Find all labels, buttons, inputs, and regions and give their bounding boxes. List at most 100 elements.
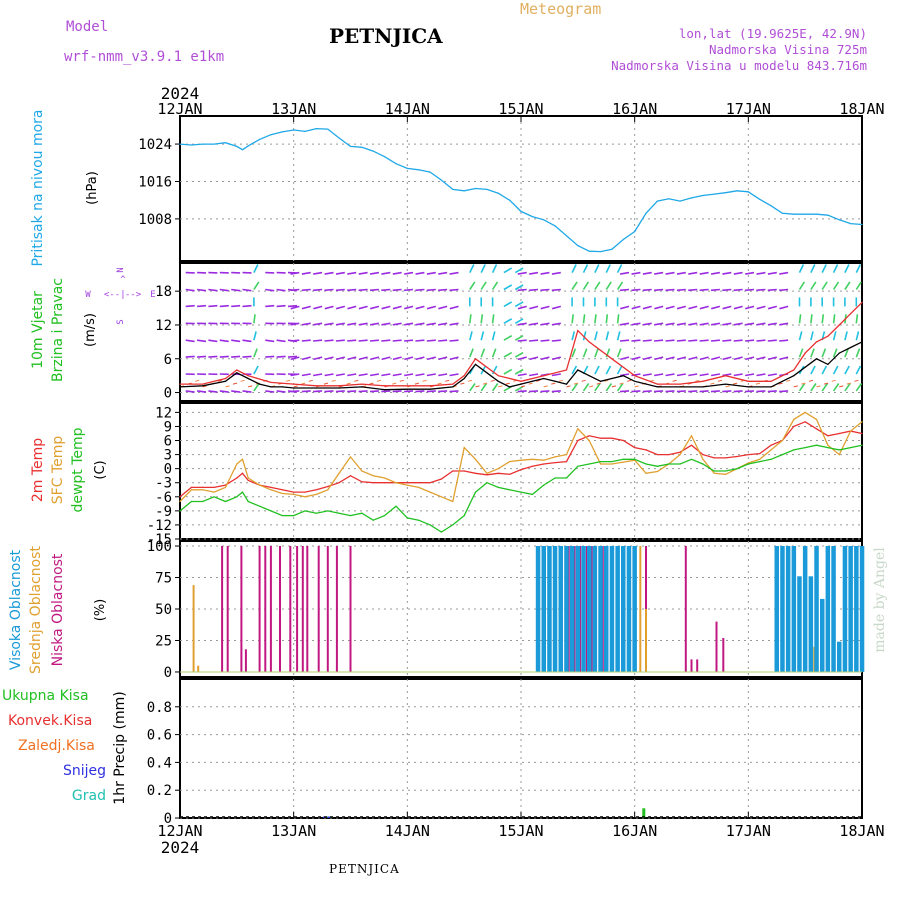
wind-barb xyxy=(620,305,630,310)
temp-sfc-temp-line xyxy=(179,411,863,503)
cloud-bar-visoka xyxy=(837,641,842,672)
temperature-panel-ytick-label: -12 xyxy=(147,518,172,534)
wind-barb xyxy=(313,356,323,361)
cloud-bar-niska xyxy=(335,546,338,672)
wind-barb xyxy=(620,356,630,361)
wind-barb xyxy=(642,390,652,393)
wind-barb xyxy=(756,271,766,275)
bottom-x-tick-label: 12JAN xyxy=(157,822,202,840)
pressure-line-point xyxy=(838,219,840,221)
precip-legend-item: Grad xyxy=(72,788,106,804)
temp-sfc-temp-line-point xyxy=(202,489,204,491)
temp-sfc-temp-line-point xyxy=(190,489,192,491)
wind-barb xyxy=(710,271,721,275)
pressure-line-point xyxy=(600,251,602,253)
model-altitude-info: Nadmorska Visina u modelu 843.716m xyxy=(611,58,867,73)
wind-barb xyxy=(529,288,539,292)
wind-barb xyxy=(491,314,495,324)
wind-barb xyxy=(426,356,437,361)
wind-barb xyxy=(404,271,414,275)
wind-calm-barb xyxy=(308,379,313,382)
temp-dewpt-temp-line-point xyxy=(827,447,829,449)
temp-2m-temp-line-point xyxy=(190,486,192,488)
cloud-panel-ytick-label: 50 xyxy=(155,602,172,618)
wind-barb xyxy=(253,365,259,375)
watermark: made by Angel xyxy=(872,547,888,653)
wind-barb xyxy=(571,331,576,341)
wind-barb xyxy=(676,305,687,310)
wind-barb xyxy=(810,348,815,358)
pressure-line-point xyxy=(509,199,511,201)
wind-barb xyxy=(631,322,641,326)
temp-sfc-temp-line-point xyxy=(861,421,863,423)
temp-2m-temp-line-point xyxy=(827,435,829,437)
wind-calm-barb xyxy=(285,379,291,382)
wind-barb xyxy=(733,271,743,275)
wind-barb xyxy=(676,356,687,361)
wind-barb xyxy=(642,271,652,275)
wind-barb xyxy=(665,390,675,393)
wind-barb xyxy=(438,271,448,275)
wind-barb xyxy=(503,318,513,324)
wind-barb xyxy=(551,322,561,326)
cloud-bar-niska xyxy=(326,546,329,672)
wind-barb xyxy=(449,322,459,326)
wind-barb xyxy=(710,322,721,326)
wind-gust-line-point xyxy=(793,369,795,371)
wind-speed-line-point xyxy=(520,383,522,385)
wind-gust-line-point xyxy=(247,375,249,377)
cloud-bar-niska xyxy=(258,546,261,672)
wind-barb xyxy=(415,339,425,342)
lonlat-info: lon,lat (19.9625E, 42.9N) xyxy=(678,26,867,41)
wind-barb xyxy=(619,373,630,377)
model-label: Model xyxy=(66,19,109,35)
temp-dewpt-temp-line-point xyxy=(247,500,249,503)
temp-sfc-temp-line-point xyxy=(293,493,295,495)
wind-gust-line-point xyxy=(315,385,317,387)
cloud-bar-visoka xyxy=(802,546,808,672)
wind-barb xyxy=(324,288,334,292)
wind-barb xyxy=(514,335,524,341)
wind-barb xyxy=(185,355,195,358)
wind-barb xyxy=(605,314,609,324)
temp-2m-temp-line-point xyxy=(315,489,317,491)
wind-barb xyxy=(449,356,459,361)
wind-barb xyxy=(358,373,368,377)
wind-barb xyxy=(582,348,588,358)
pressure-line-point xyxy=(372,150,374,152)
wind-barb xyxy=(654,271,664,275)
temp-2m-temp-line-point xyxy=(509,473,511,475)
temp-2m-temp-line-point xyxy=(690,444,693,446)
cloud-bar-niska xyxy=(269,546,272,672)
temp-2m-temp-line-point xyxy=(486,474,488,476)
wind-barb xyxy=(415,322,425,326)
wind-barb xyxy=(699,322,709,326)
wind-barb xyxy=(404,305,414,310)
pressure-line-point xyxy=(588,250,590,252)
wind-barb xyxy=(313,373,323,377)
pressure-panel-ytick-label: 1008 xyxy=(138,212,172,228)
temp-2m-temp-line-point xyxy=(543,463,545,465)
temp-2m-temp-line-point xyxy=(838,432,840,435)
wind-barb xyxy=(733,339,743,342)
temp-dewpt-temp-line-point xyxy=(838,449,840,451)
wind-barb xyxy=(491,264,498,273)
pressure-line-point xyxy=(304,130,306,132)
wind-calm-barb xyxy=(520,385,526,388)
wind-panel-ytick-label: 6 xyxy=(164,352,172,368)
temp-dewpt-temp-line-point xyxy=(679,463,681,465)
wind-calm-barb xyxy=(202,385,207,388)
wind-barb xyxy=(265,355,275,358)
wind-speed-line-point xyxy=(588,375,590,377)
pressure-line-point xyxy=(713,193,715,195)
temp-dewpt-temp-line-point xyxy=(452,524,454,526)
wind-barb xyxy=(631,288,641,292)
wind-barb xyxy=(688,322,698,326)
wind-barb xyxy=(594,264,600,273)
wind-barb xyxy=(756,288,766,292)
wind-barb xyxy=(767,339,777,342)
wind-barb xyxy=(426,373,436,377)
wind-key-up-arrow: ^ xyxy=(120,275,126,285)
wind-barb xyxy=(605,281,612,290)
wind-barb xyxy=(313,322,323,326)
